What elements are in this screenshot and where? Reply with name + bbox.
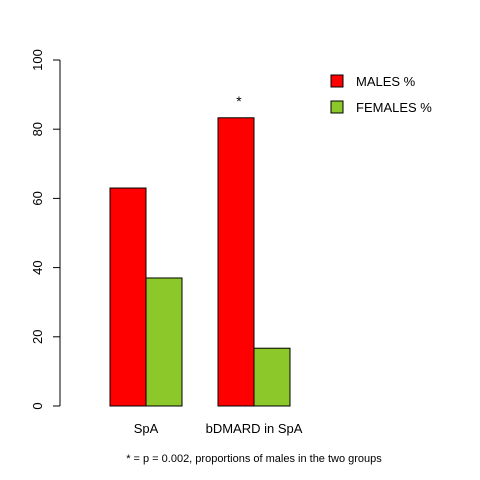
category-labels: SpA bDMARD in SpA (134, 421, 303, 436)
legend-label: MALES % (356, 74, 416, 89)
bar-males-0 (109, 187, 147, 407)
y-tick-label: 20 (30, 330, 45, 344)
legend: MALES % FEMALES % (330, 74, 432, 115)
legend-swatch (330, 100, 344, 114)
bar-females-0 (145, 277, 183, 407)
bar-males-1 (217, 117, 255, 407)
y-tick-label: 40 (30, 260, 45, 274)
bars (109, 117, 291, 407)
y-tick-label: 100 (30, 49, 45, 71)
y-tick-label: 60 (30, 191, 45, 205)
category-label: SpA (134, 421, 159, 436)
y-tick-label: 0 (30, 402, 45, 409)
significance-marker: * (236, 93, 242, 109)
legend-swatch (330, 74, 344, 88)
footnote: * = p = 0.002, proportions of males in t… (126, 453, 382, 465)
y-axis: 0 20 40 60 80 100 (30, 49, 61, 410)
y-tick-label: 80 (30, 122, 45, 136)
bar-females-1 (253, 347, 291, 407)
category-label: bDMARD in SpA (206, 421, 303, 436)
legend-label: FEMALES % (356, 100, 432, 115)
